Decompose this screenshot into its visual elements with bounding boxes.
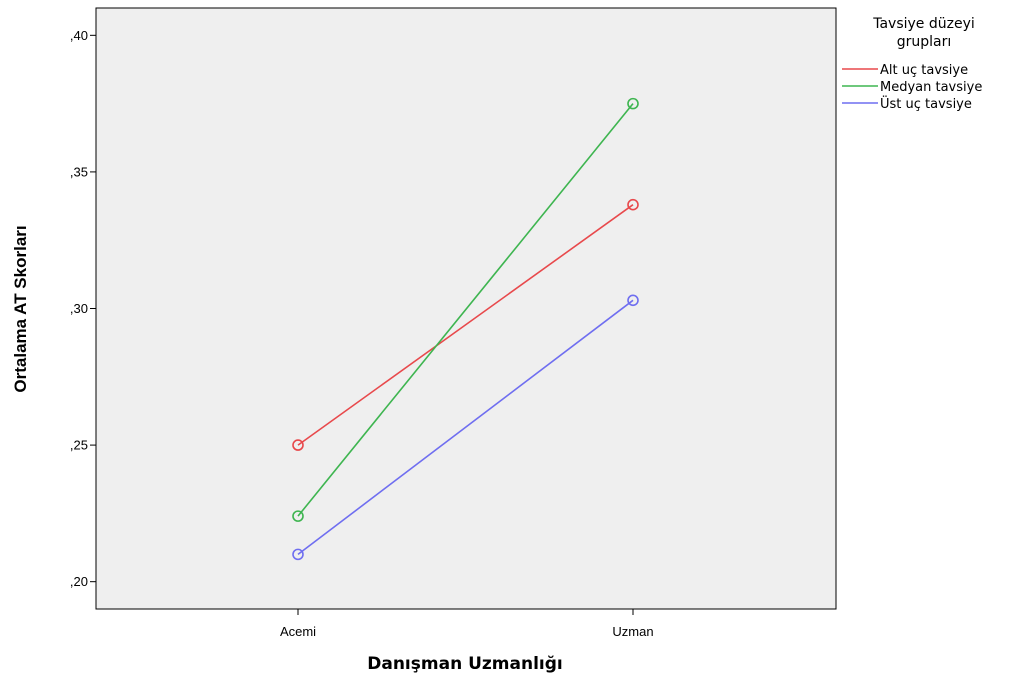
data-point (627, 294, 639, 307)
y-tick-label: ,25 (70, 438, 88, 453)
data-point (292, 510, 304, 522)
legend-title-line-2: grupları (897, 34, 952, 50)
y-axis-title: Ortalama AT Skorları (11, 225, 30, 392)
y-tick-label: ,40 (70, 28, 88, 43)
y-tick-label: ,30 (70, 301, 88, 316)
series-layer (292, 97, 639, 561)
x-tick-label: Uzman (612, 624, 653, 639)
data-point (627, 198, 639, 211)
y-tick-label: ,35 (70, 164, 88, 179)
x-axis: Acemi Uzman (280, 609, 654, 639)
x-tick-label: Acemi (280, 624, 316, 639)
data-point (292, 548, 304, 561)
data-point (627, 97, 639, 110)
series-line (297, 299, 634, 556)
y-axis: ,20 ,25 ,30 ,35 ,40 (70, 28, 96, 589)
series-line (297, 204, 634, 446)
x-axis-title: Danışman Uzmanlığı (367, 654, 562, 674)
legend: Tavsiye düzeyi grupları Alt uç tavsiye Me… (842, 16, 982, 112)
legend-item-label: Üst uç tavsiye (880, 95, 972, 112)
series-line (297, 103, 634, 517)
legend-item-label: Medyan tavsiye (880, 80, 982, 95)
y-tick-label: ,20 (70, 574, 88, 589)
legend-item-label: Alt uç tavsiye (880, 63, 968, 78)
legend-title-line-1: Tavsiye düzeyi (872, 16, 975, 32)
data-point (292, 439, 304, 451)
